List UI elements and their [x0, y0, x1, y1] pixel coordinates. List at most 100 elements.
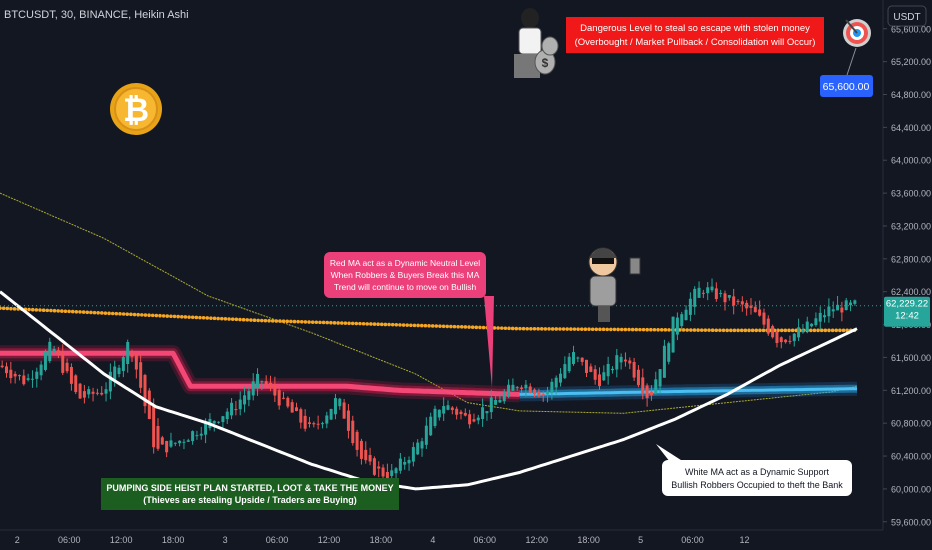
candle-body[interactable] — [662, 345, 666, 378]
candle-body[interactable] — [805, 321, 809, 332]
candle-body[interactable] — [610, 368, 614, 371]
candle-body[interactable] — [511, 384, 515, 391]
candle-body[interactable] — [143, 374, 147, 407]
candle-body[interactable] — [797, 327, 801, 338]
candle-body[interactable] — [732, 296, 736, 306]
candle-body[interactable] — [364, 449, 368, 461]
candle-body[interactable] — [485, 411, 489, 414]
candle-body[interactable] — [810, 323, 814, 327]
candle-body[interactable] — [230, 402, 234, 416]
candle-body[interactable] — [818, 312, 822, 322]
candle-body[interactable] — [675, 317, 679, 335]
candle-body[interactable] — [520, 387, 524, 389]
candle-body[interactable] — [178, 440, 182, 444]
candle-body[interactable] — [420, 441, 424, 449]
candle-body[interactable] — [52, 348, 56, 352]
candle-body[interactable] — [191, 431, 195, 442]
candle-body[interactable] — [108, 371, 112, 392]
candle-body[interactable] — [338, 398, 342, 407]
candle-body[interactable] — [654, 379, 658, 394]
time-axis[interactable]: 2 06:00 12:00 18:00 3 06:00 12:00 18:00 4 06:00 12… — [0, 529, 883, 545]
candle-body[interactable] — [238, 399, 242, 410]
candle-body[interactable] — [307, 422, 311, 424]
candle-body[interactable] — [104, 389, 108, 394]
candle-body[interactable] — [416, 442, 420, 455]
symbol-title[interactable]: BTCUSDT, 30, BINANCE, Heikin Ashi — [4, 9, 189, 21]
candle-body[interactable] — [91, 391, 95, 394]
candle-body[interactable] — [827, 306, 831, 317]
candle-body[interactable] — [645, 385, 649, 399]
candle-body[interactable] — [628, 360, 632, 364]
danger-level-callout[interactable]: Dangerous Level to steal so escape with … — [566, 17, 824, 53]
candle-body[interactable] — [303, 415, 307, 429]
candle-body[interactable] — [160, 437, 164, 445]
candle-body[interactable] — [277, 390, 281, 406]
candle-body[interactable] — [290, 402, 294, 413]
candle-body[interactable] — [784, 339, 788, 343]
candle-body[interactable] — [572, 352, 576, 364]
candle-body[interactable] — [264, 381, 268, 385]
candle-body[interactable] — [368, 455, 372, 462]
candle-body[interactable] — [844, 300, 848, 311]
candle-body[interactable] — [173, 442, 177, 444]
candle-body[interactable] — [468, 414, 472, 425]
candle-body[interactable] — [450, 407, 454, 410]
candle-body[interactable] — [221, 416, 225, 423]
candle-body[interactable] — [792, 333, 796, 342]
candle-body[interactable] — [165, 440, 169, 453]
candle-body[interactable] — [13, 373, 17, 377]
candle-body[interactable] — [17, 375, 21, 377]
candle-body[interactable] — [325, 415, 329, 424]
candle-body[interactable] — [74, 375, 78, 393]
candle-body[interactable] — [169, 440, 173, 447]
candle-body[interactable] — [701, 292, 705, 294]
candle-body[interactable] — [126, 341, 130, 365]
white-ma-callout[interactable]: White MA act as a Dynamic Support Bullis… — [656, 444, 852, 496]
candle-body[interactable] — [61, 352, 65, 373]
target-price-label[interactable]: 65,600.00 — [820, 75, 873, 97]
candle-body[interactable] — [351, 420, 355, 444]
candle-body[interactable] — [775, 331, 779, 343]
candle-body[interactable] — [606, 363, 610, 377]
candle-body[interactable] — [762, 312, 766, 325]
candle-body[interactable] — [515, 387, 519, 389]
candle-body[interactable] — [632, 361, 636, 378]
candle-body[interactable] — [82, 391, 86, 398]
candle-body[interactable] — [667, 343, 671, 362]
candle-body[interactable] — [346, 410, 350, 431]
candle-body[interactable] — [260, 381, 264, 383]
candle-body[interactable] — [372, 458, 376, 475]
price-axis[interactable]: 65,600.00 65,200.00 64,800.00 64,400.00 64,0… — [882, 0, 931, 530]
candle-body[interactable] — [256, 373, 260, 389]
candle-body[interactable] — [212, 420, 216, 424]
red-ma-callout[interactable]: Red MA act as a Dynamic Neutral Level Wh… — [324, 252, 494, 388]
candle-body[interactable] — [615, 355, 619, 370]
candle-body[interactable] — [113, 366, 117, 382]
candle-body[interactable] — [442, 406, 446, 414]
candle-body[interactable] — [26, 378, 30, 380]
candle-body[interactable] — [541, 394, 545, 396]
candle-body[interactable] — [437, 409, 441, 418]
pumping-heist-callout[interactable]: PUMPING SIDE HEIST PLAN STARTED, LOOT & … — [101, 478, 399, 510]
candle-body[interactable] — [286, 397, 290, 407]
candle-body[interactable] — [195, 435, 199, 437]
candle-body[interactable] — [30, 378, 34, 380]
candle-body[interactable] — [329, 408, 333, 420]
candle-body[interactable] — [706, 287, 710, 294]
candle-body[interactable] — [234, 409, 238, 411]
candle-body[interactable] — [355, 431, 359, 450]
candle-body[interactable] — [359, 440, 363, 459]
candle-body[interactable] — [381, 467, 385, 477]
candle-body[interactable] — [273, 384, 277, 396]
candle-body[interactable] — [403, 461, 407, 465]
candle-body[interactable] — [0, 365, 4, 368]
candle-body[interactable] — [563, 364, 567, 379]
candle-body[interactable] — [723, 293, 727, 303]
candle-body[interactable] — [771, 326, 775, 338]
candle-body[interactable] — [710, 286, 714, 291]
candle-body[interactable] — [139, 362, 143, 388]
candle-body[interactable] — [424, 425, 428, 445]
candle-body[interactable] — [411, 447, 415, 462]
candle-body[interactable] — [528, 386, 532, 393]
